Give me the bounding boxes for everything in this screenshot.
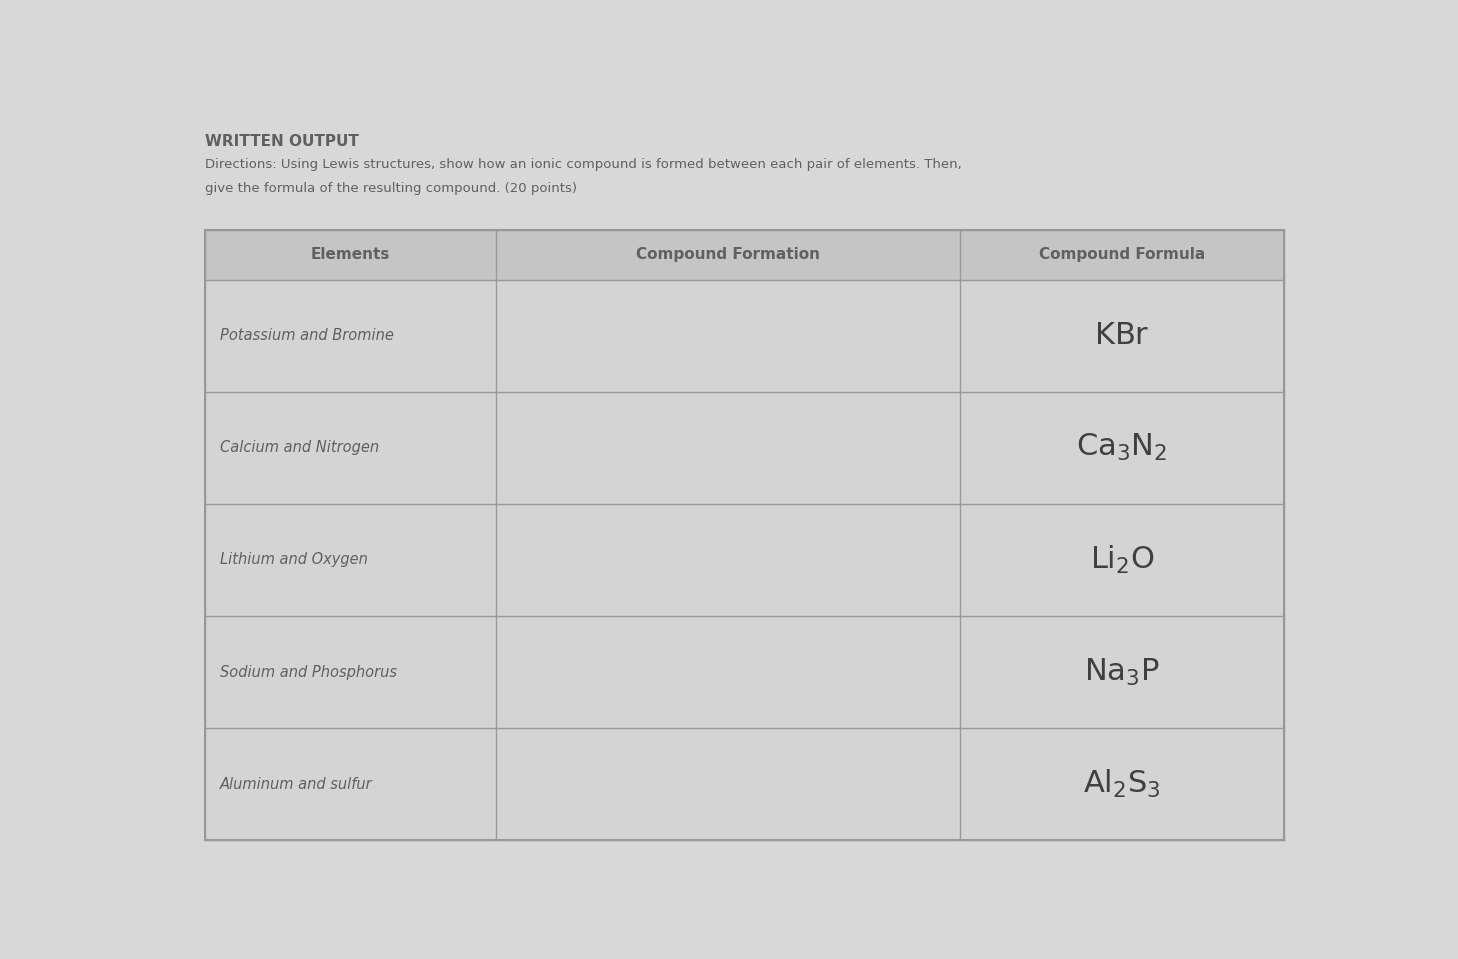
Text: $\mathregular{Al}_{2}\mathregular{S}_{3}$: $\mathregular{Al}_{2}\mathregular{S}_{3}… [1083,768,1161,800]
Text: Elements: Elements [311,247,391,262]
Text: $\mathregular{Na}_{3}\mathregular{P}$: $\mathregular{Na}_{3}\mathregular{P}$ [1085,657,1161,688]
Text: Directions: Using Lewis structures, show how an ionic compound is formed between: Directions: Using Lewis structures, show… [204,158,962,171]
Bar [204,229,1284,280]
Bar [204,229,1284,840]
Bar [204,229,1284,840]
Text: Lithium and Oxygen: Lithium and Oxygen [220,552,367,568]
Text: Compound Formation: Compound Formation [636,247,821,262]
Text: Potassium and Bromine: Potassium and Bromine [220,328,394,343]
Text: Calcium and Nitrogen: Calcium and Nitrogen [220,440,379,456]
Text: Compound Formula: Compound Formula [1040,247,1206,262]
Text: $\mathregular{Ca}_{3}\mathregular{N}_{2}$: $\mathregular{Ca}_{3}\mathregular{N}_{2}… [1076,433,1168,463]
Text: WRITTEN OUTPUT: WRITTEN OUTPUT [204,133,359,149]
Text: Sodium and Phosphorus: Sodium and Phosphorus [220,665,397,680]
Text: $\mathregular{Li}_{2}\mathregular{O}$: $\mathregular{Li}_{2}\mathregular{O}$ [1091,544,1155,576]
Text: give the formula of the resulting compound. (20 points): give the formula of the resulting compou… [204,181,577,195]
Text: $\mathregular{K}\mathregular{Br}$: $\mathregular{K}\mathregular{Br}$ [1095,321,1150,350]
Text: Aluminum and sulfur: Aluminum and sulfur [220,777,372,792]
